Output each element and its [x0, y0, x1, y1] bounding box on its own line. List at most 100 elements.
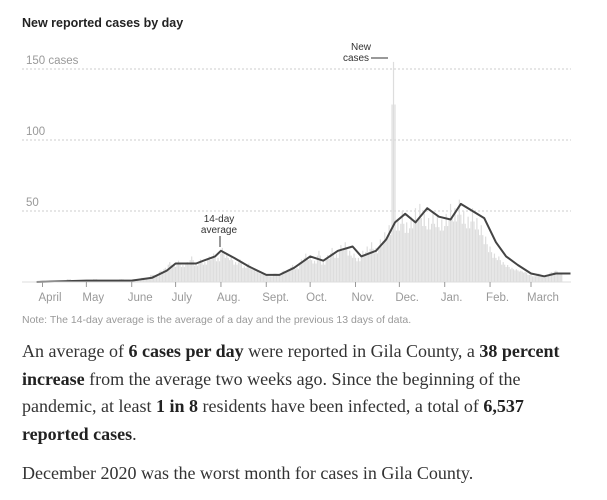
new-cases-bar: [195, 263, 197, 282]
new-cases-bar: [452, 221, 455, 282]
new-cases-bar: [139, 280, 142, 282]
new-cases-bar: [400, 223, 402, 282]
new-cases-bar: [300, 259, 302, 282]
new-cases-bar: [349, 250, 351, 282]
new-cases-bar: [262, 273, 264, 282]
new-cases-bar: [505, 266, 507, 282]
new-cases-bar: [305, 253, 307, 282]
new-cases-bar: [186, 262, 188, 282]
text: An average of: [22, 341, 129, 361]
new-cases-bar: [451, 218, 453, 282]
y-tick-label: 150 cases: [26, 55, 79, 67]
new-cases-bar: [173, 264, 175, 282]
new-cases-bar: [299, 262, 301, 282]
new-cases-bar: [138, 280, 140, 282]
new-cases-bar: [153, 274, 155, 282]
new-cases-bar: [160, 270, 162, 282]
new-cases-bar: [157, 276, 159, 282]
new-cases-bar: [537, 273, 539, 282]
new-cases-bar: [268, 276, 270, 282]
new-cases-bar: [315, 263, 317, 282]
new-cases-bar: [385, 240, 387, 282]
new-cases-bar: [404, 232, 406, 282]
new-cases-bar: [490, 252, 493, 282]
new-cases-bar: [493, 253, 496, 282]
new-cases-bar: [213, 253, 215, 282]
new-cases-bar: [419, 203, 421, 282]
new-cases-bar: [334, 257, 336, 282]
new-cases-bar: [539, 273, 541, 282]
new-cases-bar: [422, 226, 424, 282]
new-cases-bar: [204, 262, 206, 282]
new-cases-bar: [229, 260, 231, 282]
new-cases-bar: [164, 267, 166, 282]
new-cases-bar: [429, 229, 431, 282]
new-cases-bar: [280, 274, 282, 282]
new-cases-bar: [474, 229, 477, 282]
new-cases-bar: [524, 272, 526, 282]
chart-note: Note: The 14-day average is the average …: [22, 314, 411, 326]
new-cases-bar: [328, 258, 330, 282]
new-cases-bar: [255, 271, 257, 282]
new-cases-bar: [221, 247, 223, 282]
new-cases-bar: [267, 274, 269, 282]
new-cases-bar: [558, 273, 560, 282]
summary-paragraph: An average of 6 cases per day were repor…: [22, 338, 582, 448]
new-cases-bar: [534, 276, 536, 282]
new-cases-bar: [553, 271, 556, 282]
new-cases-bar: [432, 211, 434, 282]
new-cases-bar: [237, 262, 240, 282]
new-cases-bar: [343, 248, 345, 282]
new-cases-bar: [306, 257, 308, 282]
new-cases-bar: [368, 252, 370, 282]
new-cases-bar: [313, 260, 316, 282]
new-cases-bar: [397, 219, 399, 282]
new-cases-bar: [253, 269, 256, 282]
new-cases-bar: [496, 260, 498, 282]
new-cases-bar: [354, 257, 357, 282]
new-cases-bar: [457, 214, 459, 282]
new-cases-bar: [294, 269, 297, 282]
new-cases-bar: [185, 264, 187, 282]
new-cases-bar: [479, 235, 481, 282]
new-cases-bar: [218, 261, 221, 282]
new-cases-bar: [460, 214, 462, 282]
chart-title: New reported cases by day: [22, 16, 183, 30]
new-cases-bar: [172, 266, 174, 282]
new-cases-bar: [284, 271, 286, 282]
new-cases-bar: [341, 251, 343, 282]
new-cases-bar: [210, 260, 212, 282]
new-cases-bar: [523, 272, 525, 282]
new-cases-bar: [502, 262, 504, 282]
new-cases-bar: [180, 266, 183, 282]
new-cases-bar: [530, 274, 532, 282]
new-cases-bar: [527, 274, 529, 282]
text: from the average two weeks ago. Since th…: [22, 368, 521, 417]
new-cases-bar: [489, 246, 491, 282]
new-cases-bar: [518, 271, 520, 282]
new-cases-bar: [508, 266, 510, 282]
new-cases-bar: [356, 261, 358, 282]
new-cases-bar: [147, 279, 149, 282]
new-cases-bar: [344, 242, 346, 282]
new-cases-bar: [559, 273, 561, 282]
new-cases-bar: [433, 223, 436, 282]
new-cases-bar: [281, 271, 283, 282]
new-cases-bar: [526, 272, 528, 282]
new-cases-bar: [332, 253, 335, 282]
new-cases-bar: [325, 258, 327, 282]
new-cases-bar: [278, 274, 281, 282]
new-cases-bar: [330, 253, 332, 282]
new-cases-bar: [303, 257, 305, 282]
new-cases-bar: [495, 257, 497, 282]
y-tick-label: 50: [26, 197, 39, 209]
y-tick-label: 100: [26, 126, 45, 138]
new-cases-bar: [389, 235, 392, 282]
new-cases-bar: [423, 213, 425, 282]
new-cases-bar: [169, 262, 171, 282]
new-cases-bar: [542, 276, 544, 282]
new-cases-bar: [372, 248, 374, 282]
new-cases-bar: [378, 246, 380, 282]
new-cases-bar: [362, 250, 364, 282]
new-cases-bar: [369, 248, 371, 282]
